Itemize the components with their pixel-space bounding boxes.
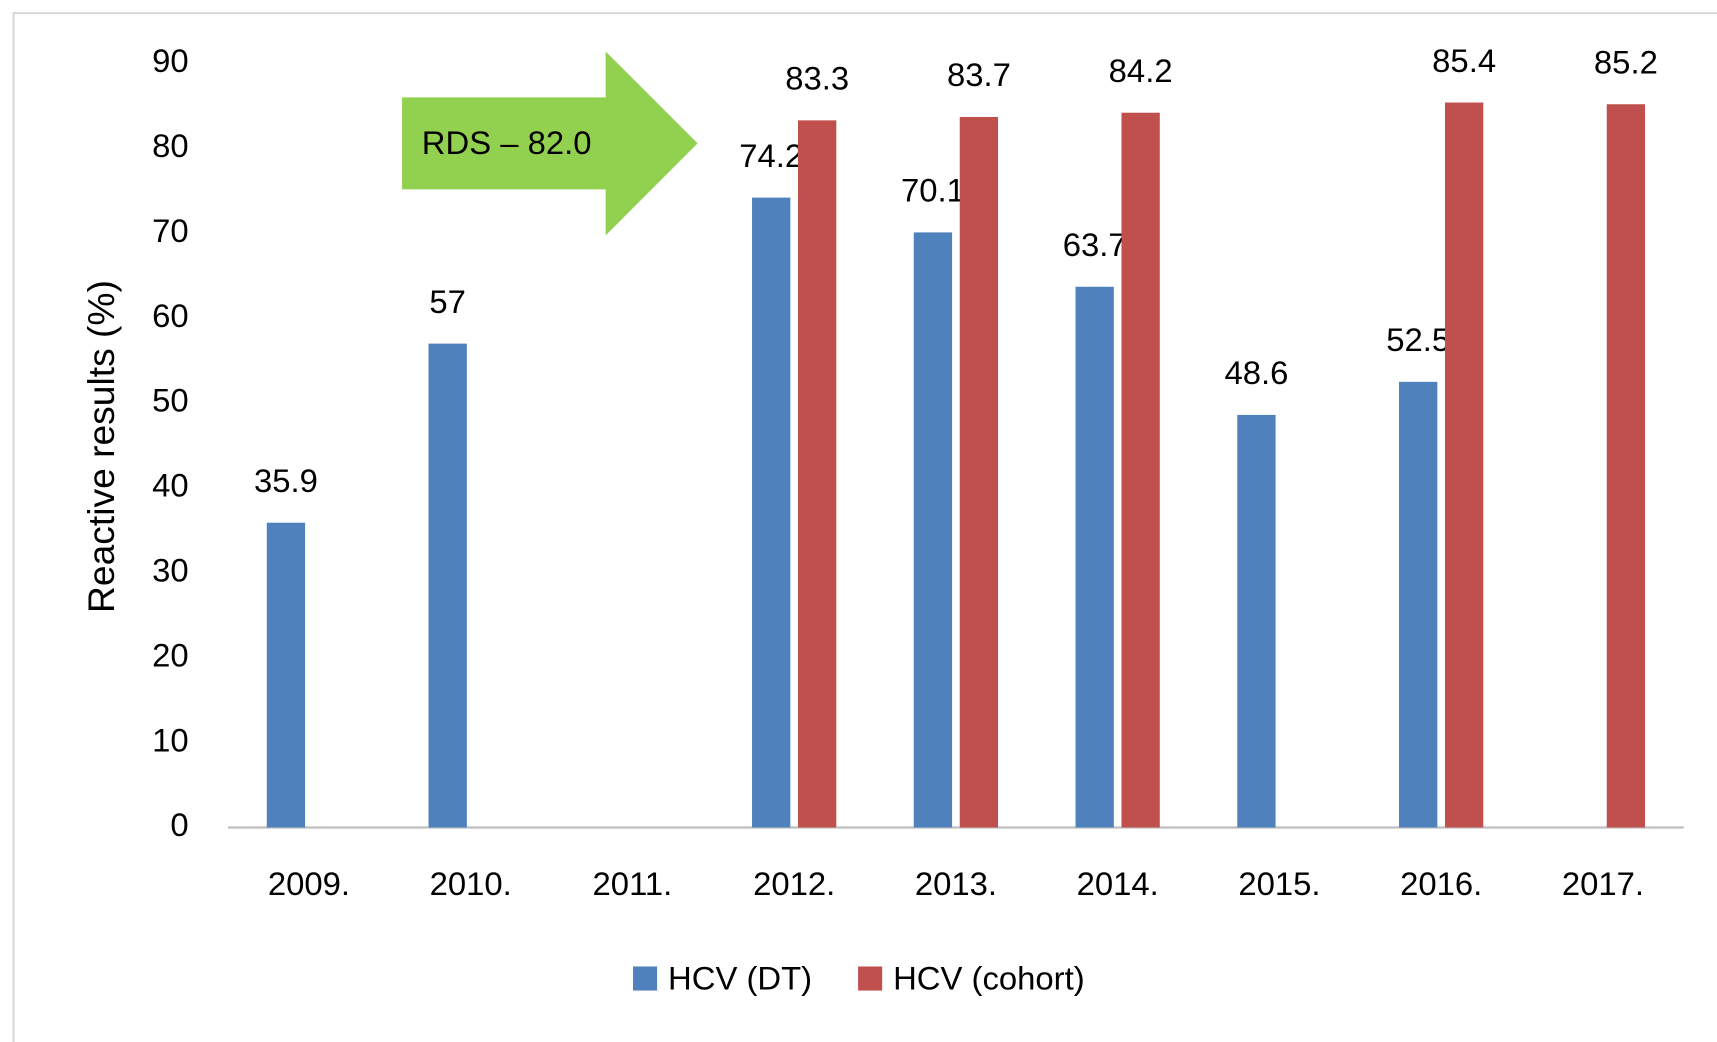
value-label: 85.2	[1594, 43, 1658, 80]
bar	[266, 522, 306, 828]
value-label: 57	[429, 283, 466, 320]
y-axis-title: Reactive results (%)	[80, 280, 122, 613]
y-tick-label: 10	[152, 721, 189, 758]
value-label: 84.2	[1109, 52, 1173, 89]
y-tick-label: 30	[152, 551, 189, 588]
x-tick-label: 2017.	[1562, 865, 1644, 902]
x-tick-label: 2010.	[430, 865, 512, 902]
value-label: 35.9	[254, 462, 318, 499]
bar	[1075, 286, 1114, 828]
value-label: 52.5	[1386, 321, 1450, 358]
x-tick-label: 2012.	[753, 865, 835, 902]
y-tick-label: 20	[152, 636, 189, 673]
value-label: 74.2	[739, 137, 803, 174]
bar	[752, 197, 791, 828]
value-label: 85.4	[1432, 42, 1496, 79]
bar	[428, 343, 467, 828]
legend-label: HCV (cohort)	[893, 959, 1085, 996]
y-tick-label: 40	[152, 467, 189, 504]
y-tick-label: 0	[170, 806, 188, 843]
annotation-arrow	[402, 51, 698, 236]
value-label: 63.7	[1063, 226, 1127, 263]
x-tick-label: 2009.	[268, 865, 350, 902]
value-label: 83.3	[785, 60, 849, 97]
x-tick-label: 2016.	[1400, 865, 1482, 902]
y-tick-label: 80	[152, 127, 189, 164]
value-label: 83.7	[947, 56, 1011, 93]
bar	[959, 116, 999, 828]
y-tick-label: 60	[152, 297, 189, 334]
bar	[1399, 381, 1438, 828]
value-label: 70.1	[901, 172, 965, 209]
legend-label: HCV (DT)	[668, 959, 812, 996]
bar	[1237, 414, 1276, 828]
y-tick-label: 50	[152, 382, 189, 419]
bar	[1606, 104, 1646, 828]
x-tick-label: 2013.	[915, 865, 997, 902]
y-tick-label: 70	[152, 212, 189, 249]
legend-swatch	[633, 966, 658, 991]
annotation-text: RDS – 82.0	[422, 124, 592, 161]
bar	[1121, 112, 1160, 828]
x-tick-label: 2015.	[1238, 865, 1320, 902]
bar	[1444, 102, 1484, 828]
legend-swatch	[858, 966, 883, 991]
value-label: 48.6	[1224, 354, 1288, 391]
y-tick-label: 90	[152, 42, 189, 79]
x-tick-label: 2011.	[593, 865, 673, 902]
x-tick-label: 2014.	[1077, 865, 1159, 902]
bar	[797, 120, 837, 828]
bar	[913, 232, 953, 828]
